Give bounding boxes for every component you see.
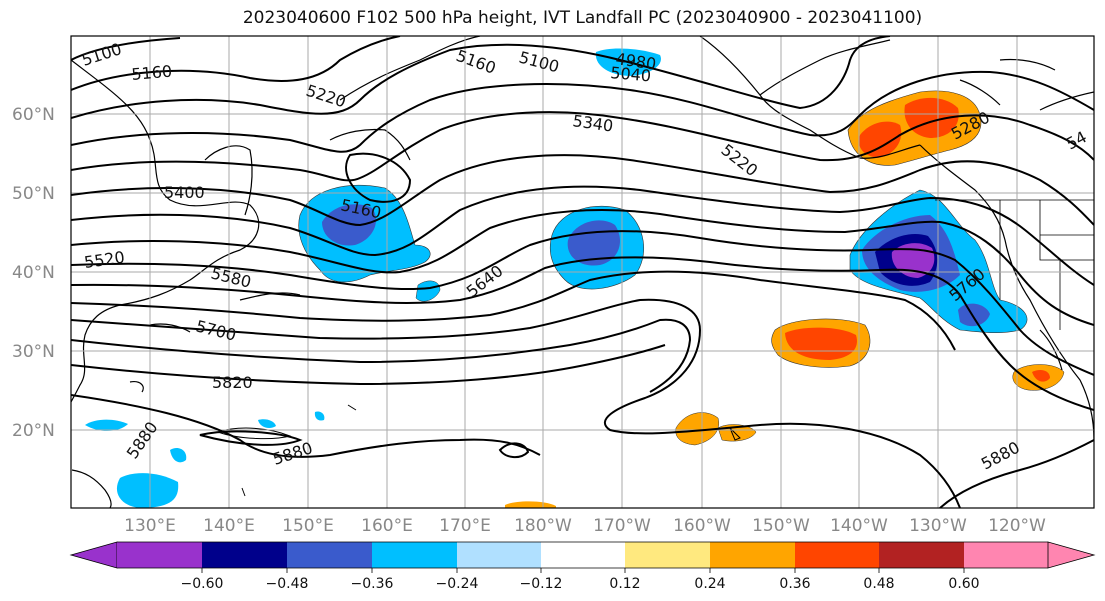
lat-label: 20°N bbox=[12, 421, 55, 441]
lon-label: 160°E bbox=[361, 516, 413, 536]
colorbar-swatch bbox=[287, 542, 372, 568]
lon-label: 160°W bbox=[673, 516, 731, 536]
contour-label: 5040 bbox=[610, 63, 652, 85]
contour-label: 5820 bbox=[212, 373, 253, 392]
lon-label: 130°W bbox=[909, 516, 967, 536]
colorbar: −0.60 −0.48 −0.36 −0.24 −0.12 0.12 0.24 … bbox=[69, 541, 1096, 592]
lon-label: 170°E bbox=[439, 516, 491, 536]
lon-label: 150°E bbox=[282, 516, 334, 536]
colorbar-label: 0.12 bbox=[609, 576, 640, 592]
colorbar-label: −0.12 bbox=[520, 576, 563, 592]
lon-label: 140°W bbox=[830, 516, 888, 536]
lon-label: 180°W bbox=[514, 516, 572, 536]
colorbar-label: −0.60 bbox=[181, 576, 224, 592]
contour-label: 5160 bbox=[131, 62, 173, 84]
lat-label: 50°N bbox=[12, 184, 55, 204]
lat-label: 30°N bbox=[12, 342, 55, 362]
colorbar-label: −0.36 bbox=[351, 576, 394, 592]
colorbar-label: 0.36 bbox=[779, 576, 810, 592]
lat-label: 40°N bbox=[12, 263, 55, 283]
lat-label: 60°N bbox=[12, 105, 55, 125]
colorbar-swatch bbox=[710, 542, 795, 568]
lon-label: 140°E bbox=[203, 516, 255, 536]
colorbar-swatch bbox=[541, 542, 625, 568]
latitude-labels: 60°N 50°N 40°N 30°N 20°N bbox=[12, 105, 55, 441]
colorbar-extend-min bbox=[69, 541, 118, 569]
lon-label: 130°E bbox=[124, 516, 176, 536]
colorbar-label: 0.24 bbox=[694, 576, 725, 592]
colorbar-swatch bbox=[795, 542, 879, 568]
lon-label: 120°W bbox=[988, 516, 1046, 536]
colorbar-swatch bbox=[202, 542, 287, 568]
map-plot-area: 5100 5160 5220 5160 5100 4980 5040 5340 … bbox=[71, 36, 1094, 508]
lon-label: 150°W bbox=[752, 516, 810, 536]
colorbar-label: −0.24 bbox=[436, 576, 479, 592]
colorbar-swatch bbox=[372, 542, 457, 568]
colorbar-swatch bbox=[879, 542, 964, 568]
map-frame bbox=[70, 35, 1095, 509]
colorbar-label: 0.60 bbox=[948, 576, 979, 592]
colorbar-extend-max bbox=[1047, 541, 1096, 569]
coastlines bbox=[71, 36, 1094, 508]
colorbar-label: −0.48 bbox=[266, 576, 309, 592]
colorbar-swatch bbox=[625, 542, 710, 568]
map-title: 2023040600 F102 500 hPa height, IVT Land… bbox=[242, 8, 923, 28]
height-contours bbox=[71, 36, 1094, 508]
lon-label: 170°W bbox=[593, 516, 651, 536]
colorbar-swatch bbox=[457, 542, 541, 568]
colorbar-swatch bbox=[964, 542, 1048, 568]
colorbar-swatch bbox=[117, 542, 202, 568]
colorbar-label: 0.48 bbox=[863, 576, 894, 592]
contour-label: 5400 bbox=[164, 183, 205, 202]
longitude-labels: 130°E 140°E 150°E 160°E 170°E 180°W 170°… bbox=[124, 516, 1046, 536]
